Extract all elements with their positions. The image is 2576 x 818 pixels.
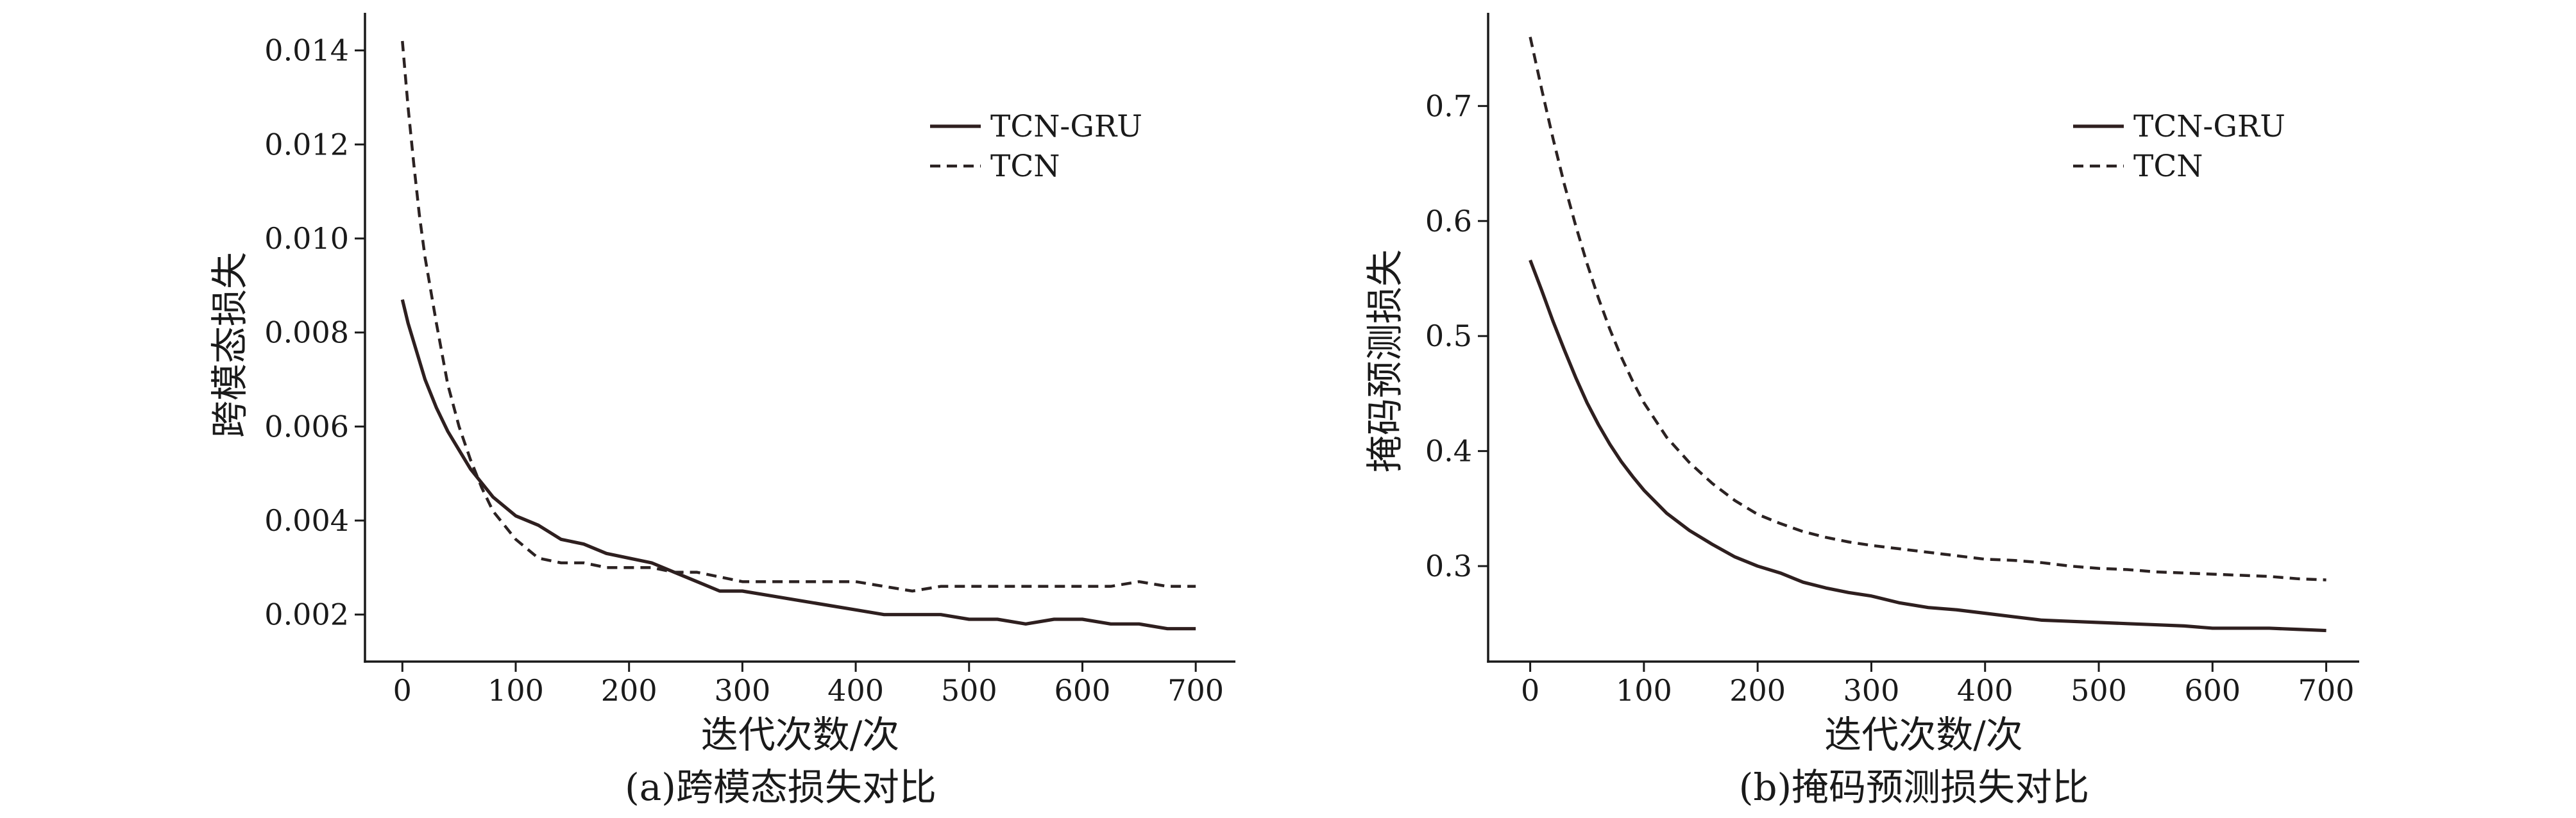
x-tick-label: 0 [393,673,412,708]
x-tick-label: 700 [2298,673,2355,708]
y-tick-label: 0.008 [264,315,349,350]
y-tick-label: 0.006 [264,409,349,444]
x-tick-label: 0 [1521,673,1539,708]
y-tick-label: 0.6 [1425,204,1472,238]
x-tick-label: 500 [2071,673,2127,708]
x-tick-label: 600 [2184,673,2241,708]
x-axis-label: 迭代次数/次 [701,713,900,756]
x-tick-label: 400 [1957,673,2013,708]
y-tick-label: 0.4 [1425,434,1472,469]
x-tick-label: 200 [601,673,657,708]
y-tick-label: 0.012 [264,127,349,162]
x-tick-label: 300 [1843,673,1900,708]
y-tick-label: 0.3 [1425,549,1472,583]
x-axis-label: 迭代次数/次 [1824,713,2023,756]
legend-label-tcn: TCN [990,149,1060,184]
x-tick-label: 200 [1729,673,1786,708]
x-tick-label: 600 [1055,673,1111,708]
y-axis-label: 掩码预测损失 [1363,249,1407,472]
series-line-tcn [1529,37,2326,581]
y-tick-label: 0.010 [264,221,349,256]
x-tick-label: 300 [714,673,770,708]
x-tick-label: 100 [487,673,544,708]
chart-panel-b: 0 100 200 300 400 500 600 700 0.3 0.4 0.5 0.6 0.7 TCN… [1363,13,2359,809]
x-tick-label: 400 [827,673,884,708]
y-tick-label: 0.014 [264,33,349,68]
series-line-tcn-gru [400,299,1196,631]
x-tick-label: 500 [941,673,997,708]
chart-caption: (a)跨模态损失对比 [625,765,936,809]
chart-caption: (b)掩码预测损失对比 [1739,765,2089,809]
chart-panel-a: 0 100 200 300 400 500 600 700 0.002 0.004 0.006 0.0… [208,13,1235,809]
legend: TCN-GRU TCN [930,109,1142,184]
legend-label-tcn-gru: TCN-GRU [2133,109,2285,144]
x-tick-label: 700 [1167,673,1224,708]
y-axis-label: 跨模态损失 [208,252,251,438]
series-line-tcn-gru [1529,259,2326,633]
y-tick-label: 0.5 [1425,319,1472,353]
y-tick-label: 0.004 [264,503,349,538]
y-tick-label: 0.002 [264,597,349,632]
series-line-tcn [401,40,1196,593]
legend: TCN-GRU TCN [2073,109,2285,184]
x-tick-label: 100 [1616,673,1672,708]
y-tick-label: 0.7 [1425,88,1472,123]
legend-label-tcn-gru: TCN-GRU [990,109,1142,144]
legend-label-tcn: TCN [2133,149,2203,184]
